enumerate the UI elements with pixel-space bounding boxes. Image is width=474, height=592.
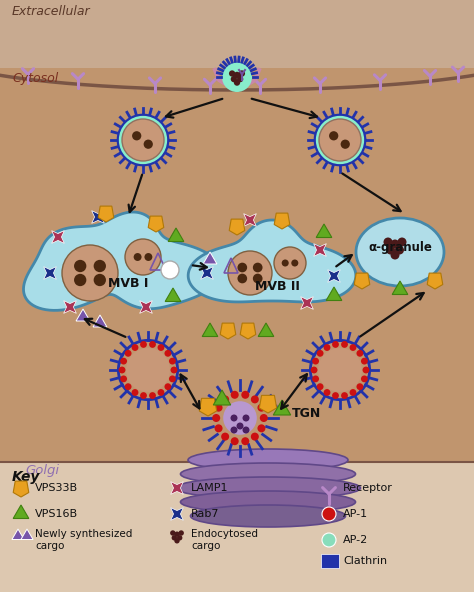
Text: AP-2: AP-2 bbox=[343, 535, 368, 545]
Circle shape bbox=[230, 426, 237, 433]
Circle shape bbox=[243, 426, 249, 433]
Circle shape bbox=[237, 263, 247, 272]
Text: VPS16B: VPS16B bbox=[35, 509, 78, 519]
Ellipse shape bbox=[175, 477, 361, 499]
Circle shape bbox=[282, 259, 289, 266]
Polygon shape bbox=[201, 266, 213, 279]
Polygon shape bbox=[392, 281, 408, 294]
Circle shape bbox=[94, 274, 106, 286]
Polygon shape bbox=[326, 287, 342, 301]
Circle shape bbox=[329, 131, 338, 140]
Text: α-granule: α-granule bbox=[368, 240, 432, 253]
FancyBboxPatch shape bbox=[0, 0, 474, 68]
Circle shape bbox=[215, 404, 223, 411]
Circle shape bbox=[120, 375, 127, 382]
Circle shape bbox=[361, 358, 368, 365]
Circle shape bbox=[237, 423, 244, 430]
Circle shape bbox=[312, 375, 319, 382]
Polygon shape bbox=[168, 228, 184, 242]
Circle shape bbox=[169, 358, 176, 365]
Circle shape bbox=[157, 389, 164, 396]
Circle shape bbox=[322, 533, 336, 547]
Text: LAMP1: LAMP1 bbox=[191, 483, 228, 493]
Polygon shape bbox=[273, 400, 291, 415]
Circle shape bbox=[223, 401, 257, 435]
Circle shape bbox=[398, 237, 407, 246]
Circle shape bbox=[132, 344, 138, 351]
Circle shape bbox=[391, 250, 400, 259]
Polygon shape bbox=[328, 269, 340, 282]
Ellipse shape bbox=[191, 505, 346, 527]
Circle shape bbox=[125, 350, 131, 357]
Circle shape bbox=[341, 392, 348, 399]
Circle shape bbox=[74, 260, 86, 272]
Circle shape bbox=[257, 404, 265, 411]
Polygon shape bbox=[171, 482, 183, 494]
Circle shape bbox=[169, 375, 176, 382]
Circle shape bbox=[253, 263, 263, 272]
Circle shape bbox=[229, 70, 235, 76]
Ellipse shape bbox=[188, 449, 348, 471]
Circle shape bbox=[251, 395, 259, 403]
Ellipse shape bbox=[356, 218, 444, 286]
Circle shape bbox=[161, 261, 179, 279]
Circle shape bbox=[118, 366, 126, 374]
Circle shape bbox=[231, 437, 239, 445]
Circle shape bbox=[237, 274, 247, 284]
Circle shape bbox=[145, 253, 152, 261]
Circle shape bbox=[144, 140, 153, 149]
Circle shape bbox=[332, 341, 339, 348]
Polygon shape bbox=[12, 529, 24, 539]
Polygon shape bbox=[188, 220, 356, 302]
Polygon shape bbox=[301, 297, 313, 310]
Circle shape bbox=[132, 389, 138, 396]
Text: Cytosol: Cytosol bbox=[12, 72, 58, 85]
Polygon shape bbox=[229, 219, 245, 235]
Circle shape bbox=[164, 383, 171, 390]
FancyBboxPatch shape bbox=[0, 462, 474, 592]
Circle shape bbox=[349, 389, 356, 396]
Circle shape bbox=[324, 344, 330, 351]
Circle shape bbox=[241, 437, 249, 445]
Circle shape bbox=[149, 392, 156, 399]
Circle shape bbox=[316, 116, 364, 164]
Circle shape bbox=[341, 140, 350, 149]
Text: Key: Key bbox=[12, 470, 40, 484]
Circle shape bbox=[356, 383, 363, 390]
Text: Golgi: Golgi bbox=[25, 464, 59, 477]
Circle shape bbox=[74, 274, 86, 286]
Polygon shape bbox=[44, 266, 56, 279]
Polygon shape bbox=[52, 231, 64, 243]
Circle shape bbox=[243, 414, 249, 422]
Polygon shape bbox=[171, 507, 183, 520]
Circle shape bbox=[251, 433, 259, 440]
Polygon shape bbox=[240, 323, 256, 339]
Ellipse shape bbox=[181, 491, 356, 513]
Circle shape bbox=[341, 341, 348, 348]
Circle shape bbox=[237, 76, 243, 82]
Circle shape bbox=[221, 395, 229, 403]
Polygon shape bbox=[244, 214, 256, 226]
Circle shape bbox=[317, 383, 324, 390]
Circle shape bbox=[253, 274, 263, 284]
Circle shape bbox=[140, 341, 147, 348]
Circle shape bbox=[134, 253, 142, 261]
Circle shape bbox=[94, 260, 106, 272]
FancyBboxPatch shape bbox=[321, 554, 339, 568]
Text: Rab7: Rab7 bbox=[191, 509, 219, 519]
Polygon shape bbox=[93, 315, 107, 327]
Text: TGN: TGN bbox=[292, 407, 321, 420]
Circle shape bbox=[171, 366, 177, 374]
Polygon shape bbox=[316, 224, 332, 237]
Circle shape bbox=[395, 246, 404, 255]
Circle shape bbox=[361, 375, 368, 382]
Polygon shape bbox=[427, 273, 443, 289]
Circle shape bbox=[174, 538, 180, 543]
Circle shape bbox=[172, 535, 177, 540]
Circle shape bbox=[215, 424, 223, 432]
Circle shape bbox=[212, 414, 220, 422]
Circle shape bbox=[170, 530, 175, 536]
Circle shape bbox=[274, 247, 306, 279]
Circle shape bbox=[383, 237, 392, 246]
